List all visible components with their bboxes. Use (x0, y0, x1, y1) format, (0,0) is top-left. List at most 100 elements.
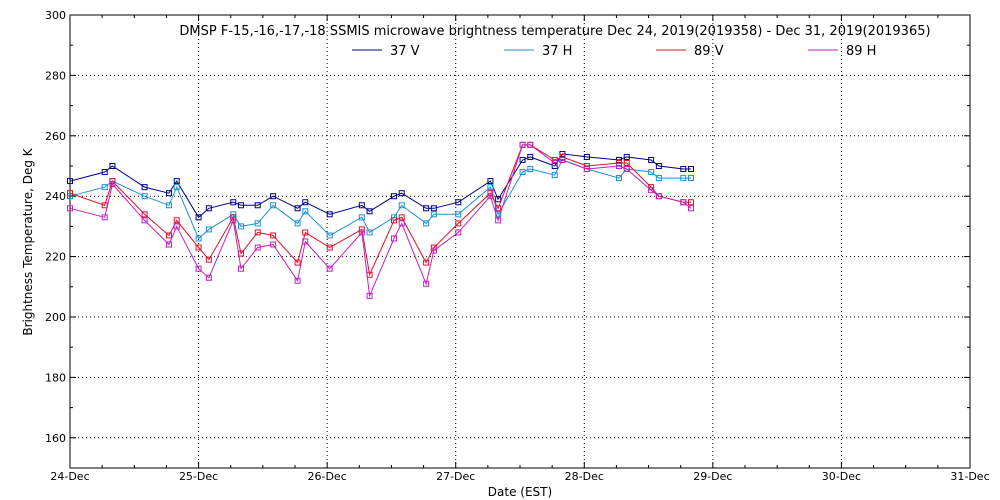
data-point (398, 202, 405, 209)
data-point (398, 220, 405, 227)
data-point (495, 217, 502, 224)
data-point (398, 214, 405, 221)
data-point (230, 199, 237, 206)
data-point (67, 178, 73, 185)
x-axis-title: Date (EST) (488, 485, 552, 499)
data-point (254, 229, 261, 236)
data-point (455, 211, 462, 218)
data-point (238, 223, 244, 230)
data-point (680, 175, 687, 182)
data-point (688, 175, 694, 182)
data-point (688, 199, 694, 206)
data-point (141, 217, 148, 224)
x-tick-label: 28-Dec (565, 470, 604, 483)
series-line (69, 144, 692, 298)
legend-label: 37 V (390, 44, 420, 59)
legend-label: 37 H (542, 44, 572, 59)
data-point (238, 202, 244, 209)
data-point (101, 214, 108, 221)
data-point (195, 244, 202, 251)
data-point (326, 265, 333, 272)
data-point (655, 175, 662, 182)
data-point (254, 244, 261, 251)
data-point (655, 193, 662, 200)
y-tick-label: 280 (45, 69, 66, 82)
data-point (583, 153, 590, 160)
data-point (205, 205, 212, 212)
data-point (366, 208, 373, 215)
data-point (270, 241, 277, 248)
y-tick-labels: 160 180 200 220 240 260 280 300 (45, 9, 66, 445)
data-point (173, 178, 180, 185)
y-axis-title: Brightness Temperature, Deg K (21, 147, 35, 335)
data-point (495, 196, 502, 203)
legend-label: 89 H (846, 44, 876, 59)
chart-title: DMSP F-15,-16,-17,-18 SSMIS microwave br… (179, 24, 930, 39)
data-point (101, 169, 108, 176)
series-layer (67, 141, 694, 299)
data-point (391, 193, 397, 200)
data-point (616, 156, 622, 163)
data-point (423, 220, 430, 227)
data-point (366, 292, 373, 299)
data-point (487, 178, 494, 185)
y-tick-label: 300 (45, 9, 66, 22)
data-point (623, 166, 630, 173)
x-tick-label: 31-Dec (950, 470, 989, 483)
data-point (326, 211, 333, 218)
data-point (391, 214, 397, 221)
data-point (648, 187, 655, 194)
data-point (270, 193, 277, 200)
data-point (430, 211, 437, 218)
legend-label: 89 V (694, 44, 724, 59)
data-point (623, 153, 630, 160)
data-point (270, 202, 277, 209)
data-point (195, 265, 202, 272)
data-point (358, 229, 365, 236)
data-point (559, 153, 566, 160)
data-point (495, 205, 502, 212)
data-point (527, 166, 534, 173)
data-point (166, 202, 172, 209)
data-point (302, 199, 309, 206)
data-point (205, 256, 212, 263)
data-point (358, 214, 365, 221)
data-point (166, 241, 172, 248)
data-point (254, 220, 261, 227)
data-point (294, 259, 301, 266)
data-point (551, 159, 558, 166)
series-37-v (67, 150, 694, 221)
y-tick-label: 240 (45, 190, 66, 203)
x-tick-label: 25-Dec (179, 470, 218, 483)
data-point (173, 217, 180, 224)
y-tick-label: 200 (45, 311, 66, 324)
data-point (366, 229, 373, 236)
data-point (205, 274, 212, 281)
data-point (688, 166, 694, 173)
data-point (294, 220, 301, 227)
data-point (688, 205, 694, 212)
data-point (423, 280, 430, 287)
y-tick-label: 260 (45, 130, 66, 143)
data-point (326, 232, 333, 239)
data-point (583, 166, 590, 173)
data-point (109, 163, 116, 169)
y-tick-label: 180 (45, 371, 66, 384)
legend: 37 V 37 H 89 V 89 H (352, 44, 876, 59)
data-point (616, 175, 622, 182)
data-point (551, 172, 558, 179)
data-point (166, 232, 172, 239)
x-tick-label: 27-Dec (436, 470, 475, 483)
data-point (141, 193, 148, 200)
data-point (326, 244, 333, 251)
data-point (527, 153, 534, 160)
data-point (455, 220, 462, 227)
data-point (430, 205, 437, 212)
data-point (173, 223, 180, 230)
data-point (398, 190, 405, 197)
data-point (487, 193, 494, 200)
data-point (487, 184, 494, 191)
x-tick-label: 24-Dec (50, 470, 89, 483)
x-tick-label: 29-Dec (693, 470, 732, 483)
